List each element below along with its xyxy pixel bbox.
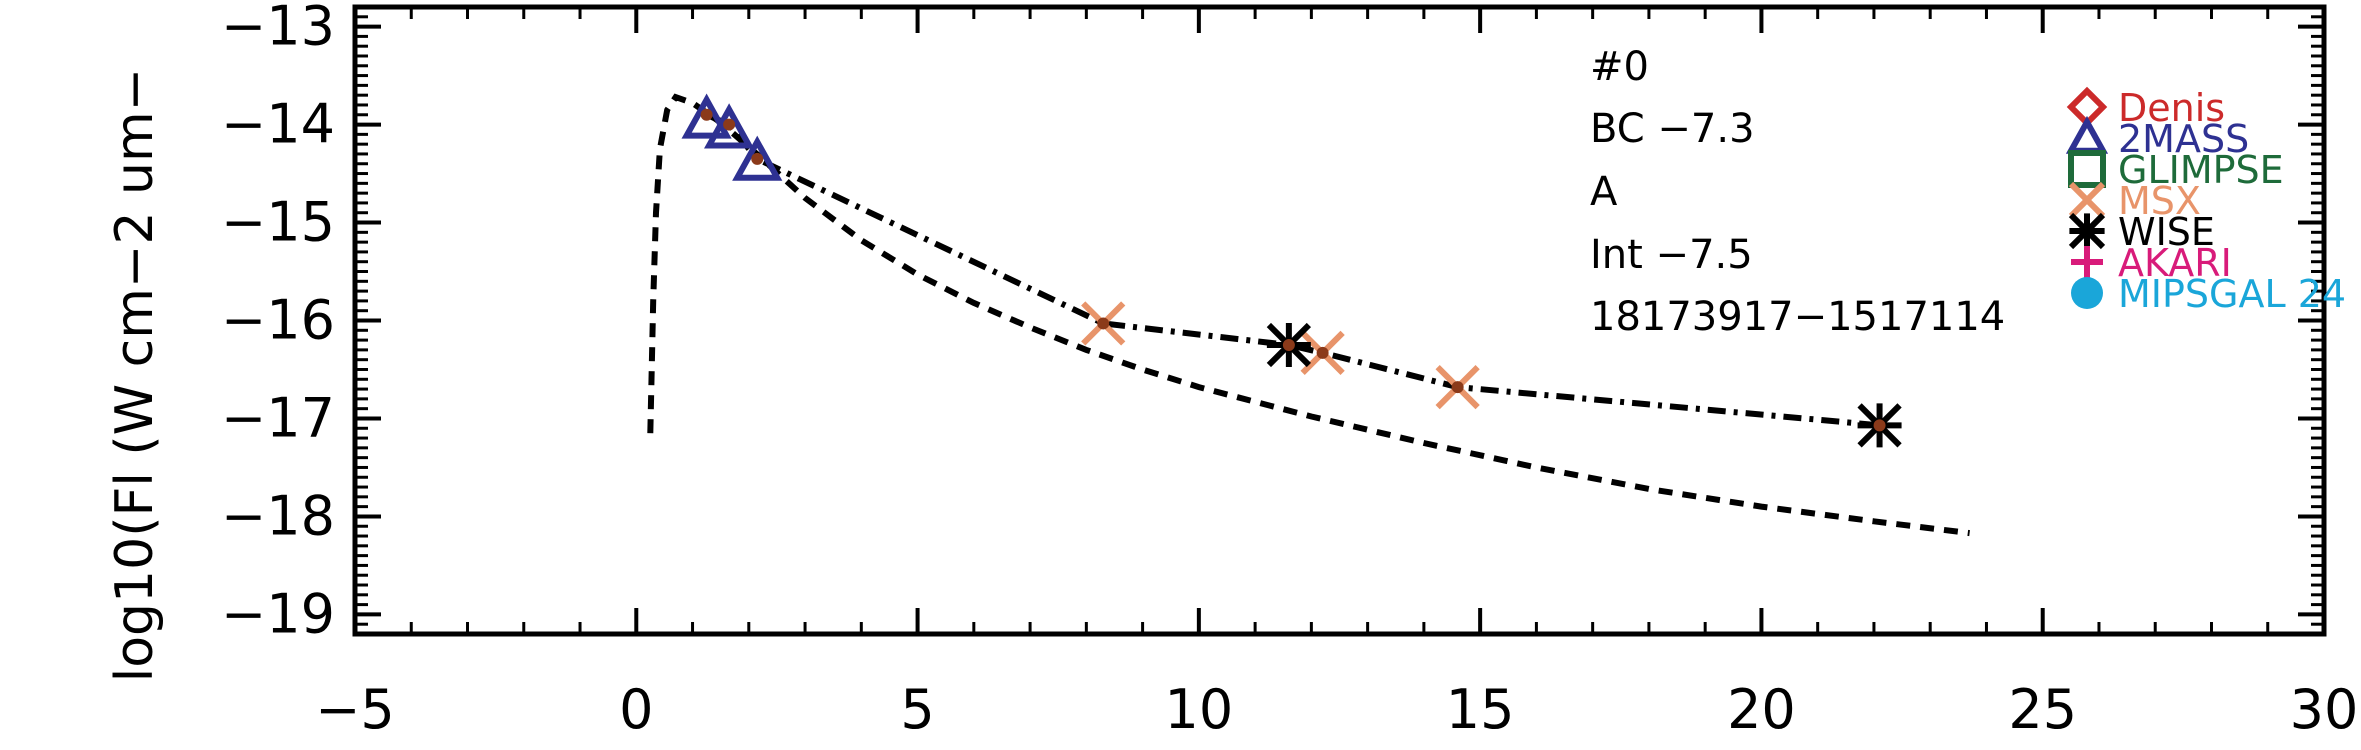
model-point <box>1282 338 1295 351</box>
y-tick-label: −17 <box>221 386 335 449</box>
legend-item: WISE <box>2068 210 2215 254</box>
legend-marker-square <box>2068 150 2106 188</box>
legend-label: GLIMPSE <box>2118 148 2284 192</box>
2mass-marker <box>704 103 755 149</box>
2mass-marker <box>732 135 783 181</box>
model-point <box>700 108 713 121</box>
legend-marker-x <box>2068 181 2106 219</box>
model-point <box>1451 381 1464 394</box>
x-tick-label: −5 <box>315 678 395 741</box>
legend-marker-asterisk <box>2068 212 2106 250</box>
annotation-line: #0 <box>1590 44 1649 90</box>
y-tick-label: −15 <box>221 191 335 254</box>
legend-item: GLIMPSE <box>2068 148 2284 192</box>
legend-item: MSX <box>2068 179 2201 223</box>
x-tick-label: 20 <box>1727 678 1796 741</box>
legend-marker-triangle <box>2065 115 2109 154</box>
dash-dot-model-line <box>705 112 1880 429</box>
legend-label: MIPSGAL 24 <box>2118 272 2346 316</box>
legend-item: MIPSGAL 24 <box>2071 272 2346 316</box>
annotation-line: A <box>1590 169 1618 215</box>
legend-marker-plus <box>2071 246 2103 278</box>
annotation-line: Int −7.5 <box>1590 232 1753 278</box>
legend-label: Denis <box>2118 86 2225 130</box>
photometry-markers <box>681 93 1902 448</box>
model-point <box>751 152 764 165</box>
y-axis-ticks: −13 −14 −15 −16 −17 −18 −19 <box>221 0 2324 645</box>
annotation-line: 18173917−1517114 <box>1590 294 2005 340</box>
x-tick-label: 5 <box>900 678 934 741</box>
legend-label: MSX <box>2118 179 2201 223</box>
legend-label: WISE <box>2118 210 2215 254</box>
y-tick-label: −16 <box>221 289 335 352</box>
x-tick-label: 30 <box>2290 678 2359 741</box>
plot-frame <box>352 4 2327 637</box>
legend-marker-circle <box>2071 277 2103 309</box>
y-axis-label: log10(Fl (W cm−2 um− <box>105 68 165 682</box>
x-tick-label: 25 <box>2008 678 2077 741</box>
x-tick-label: 15 <box>1446 678 1515 741</box>
model-point <box>723 118 736 131</box>
model-curves <box>647 93 1970 537</box>
y-tick-label: −13 <box>221 0 335 58</box>
legend-label: AKARI <box>2118 241 2232 285</box>
annotation-line: BC −7.3 <box>1590 106 1755 152</box>
y-tick-label: −19 <box>221 582 335 645</box>
legend-item: AKARI <box>2071 241 2232 285</box>
annotation-block: #0 BC −7.3 A Int −7.5 18173917−1517114 <box>1590 44 2005 340</box>
x-tick-label: 0 <box>619 678 653 741</box>
y-tick-label: −18 <box>221 484 335 547</box>
legend-label: 2MASS <box>2118 117 2249 161</box>
y-tick-label: −14 <box>221 93 335 156</box>
x-axis-ticks: −5 0 5 10 15 20 25 30 <box>315 7 2358 741</box>
2mass-marker <box>681 93 732 139</box>
model-point <box>1316 346 1329 359</box>
model-point <box>1873 419 1886 432</box>
legend-item: Denis <box>2066 86 2225 130</box>
x-tick-label: 10 <box>1164 678 1233 741</box>
model-point <box>1097 317 1110 330</box>
